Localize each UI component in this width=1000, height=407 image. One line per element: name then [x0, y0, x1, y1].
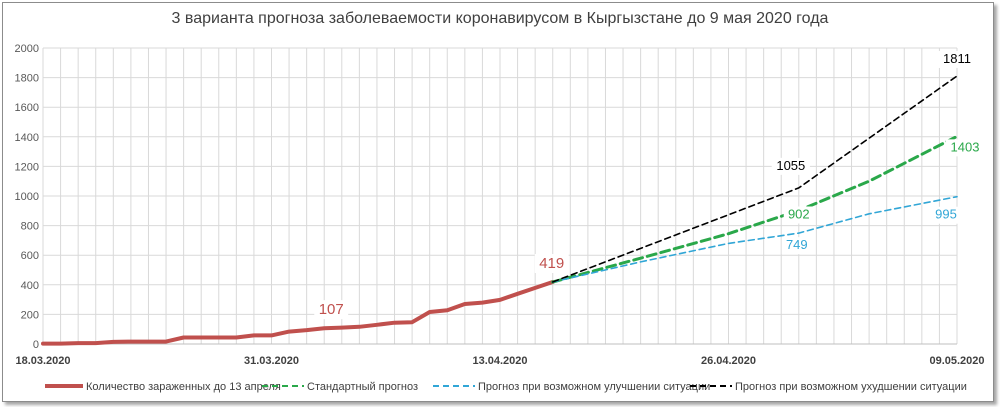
data-label-bg — [937, 50, 977, 68]
y-tick-label: 1200 — [15, 161, 39, 173]
x-axis: 18.03.2020 31.03.2020 13.04.2020 26.04.2020… — [15, 355, 984, 367]
y-axis: 0 200 400 600 800 1000 1200 1400 1600 1800 2000 — [15, 43, 39, 351]
data-label: 1403 — [951, 139, 980, 154]
data-label: 749 — [786, 237, 808, 252]
y-tick-label: 1600 — [15, 102, 39, 114]
x-tick-label: 13.04.2020 — [472, 355, 527, 367]
y-tick-label: 1000 — [15, 191, 39, 203]
data-label-bg — [314, 300, 349, 320]
chart-title: 3 варианта прогноза заболеваемости корон… — [171, 10, 829, 27]
data-label: 1811 — [943, 51, 971, 66]
data-label: 419 — [539, 255, 564, 272]
y-tick-label: 1800 — [15, 73, 39, 85]
data-label: 995 — [935, 207, 957, 222]
data-label: 1055 — [776, 158, 805, 173]
x-tick-label: 31.03.2020 — [244, 355, 299, 367]
y-tick-label: 1400 — [15, 132, 39, 144]
x-tick-label: 26.04.2020 — [701, 355, 756, 367]
legend-label-0: Количество зараженных до 13 апреля — [86, 381, 281, 393]
data-label-bg — [783, 206, 814, 224]
legend-label-1: Стандартный прогноз — [307, 381, 418, 393]
data-label-bg — [930, 206, 962, 224]
y-tick-label: 0 — [33, 339, 39, 351]
x-tick-label: 09.05.2020 — [929, 355, 984, 367]
data-label-bg — [945, 139, 985, 157]
legend-label-2: Прогноз при возможном улучшении ситуации — [478, 381, 710, 393]
series-line-0 — [41, 280, 555, 346]
y-tick-label: 800 — [21, 221, 39, 233]
grid — [42, 47, 958, 345]
data-label: 107 — [319, 301, 344, 318]
x-tick-label: 18.03.2020 — [15, 355, 70, 367]
series-layer — [41, 75, 959, 346]
y-tick-label: 200 — [21, 309, 39, 321]
data-label-bg — [534, 253, 569, 273]
data-label-bg — [771, 157, 810, 175]
legend: Количество зараженных до 13 апреля Станда… — [45, 381, 967, 393]
series-line-2 — [551, 195, 958, 283]
annotation-layer: 107 419 1055 1811 902 1403 749 995 — [314, 50, 985, 320]
chart-frame — [2, 2, 994, 402]
y-tick-label: 400 — [21, 280, 39, 292]
y-tick-label: 600 — [21, 250, 39, 262]
legend-label-3: Прогноз при возможном ухудшении ситуации — [735, 381, 967, 393]
data-label: 902 — [788, 207, 810, 222]
data-label-bg — [781, 237, 812, 255]
y-tick-label: 2000 — [15, 43, 39, 55]
series-line-1 — [551, 134, 959, 284]
series-line-3 — [551, 75, 958, 283]
